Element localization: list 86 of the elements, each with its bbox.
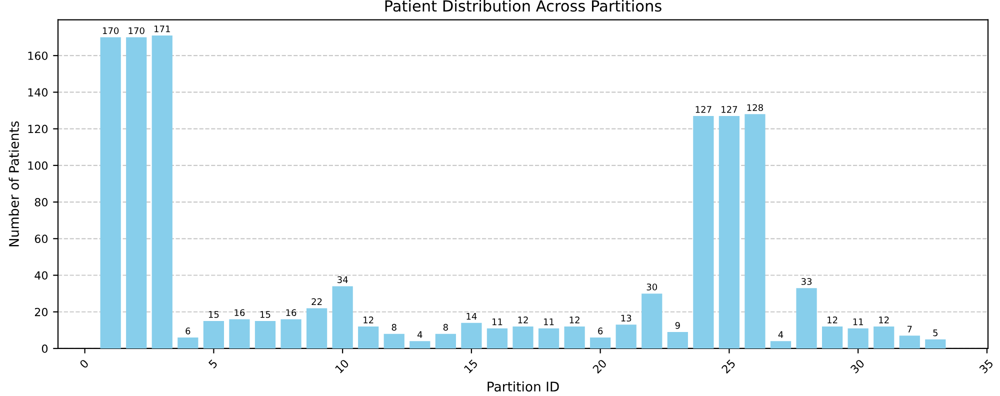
data-label: 5 bbox=[933, 329, 938, 336]
x-tick-label: 15 bbox=[464, 359, 478, 374]
data-label: 14 bbox=[466, 313, 477, 320]
data-label: 128 bbox=[747, 104, 763, 112]
x-axis-title: Partition ID bbox=[488, 381, 559, 392]
bar bbox=[616, 324, 636, 348]
y-tick-label: 60 bbox=[34, 234, 48, 244]
data-label: 16 bbox=[286, 309, 296, 316]
data-label: 12 bbox=[828, 316, 838, 324]
data-label: 11 bbox=[544, 318, 554, 326]
data-label: 4 bbox=[417, 331, 422, 338]
bar bbox=[796, 288, 817, 348]
y-tick-label: 140 bbox=[28, 88, 48, 97]
bar bbox=[358, 326, 379, 348]
data-label: 30 bbox=[646, 284, 658, 290]
data-label: 12 bbox=[570, 316, 580, 324]
bar bbox=[925, 339, 946, 348]
x-tick-label: 10 bbox=[334, 358, 350, 374]
data-label: 6 bbox=[598, 328, 603, 334]
bar bbox=[667, 332, 688, 348]
y-tick-label: 0 bbox=[42, 344, 48, 353]
data-label: 12 bbox=[879, 316, 889, 324]
data-label: 12 bbox=[518, 316, 528, 324]
bar bbox=[718, 116, 740, 348]
y-tick-label: 80 bbox=[34, 198, 48, 206]
bar bbox=[203, 321, 224, 348]
data-label: 8 bbox=[443, 324, 448, 331]
bar bbox=[512, 326, 534, 348]
bar bbox=[590, 337, 611, 348]
data-label: 170 bbox=[102, 27, 119, 34]
data-label: 7 bbox=[908, 326, 912, 332]
x-tick-label: 20 bbox=[592, 358, 608, 374]
bar bbox=[744, 114, 766, 348]
bar bbox=[126, 37, 147, 348]
bar bbox=[410, 341, 430, 348]
bar bbox=[486, 328, 508, 348]
y-tick-label: 160 bbox=[28, 52, 48, 60]
y-tick-label: 40 bbox=[34, 271, 48, 280]
y-axis-title: Number of Patients bbox=[8, 121, 19, 246]
bar bbox=[564, 326, 585, 348]
data-label: 11 bbox=[853, 318, 863, 326]
bar bbox=[280, 319, 302, 348]
bar bbox=[435, 334, 456, 348]
data-label: 15 bbox=[208, 311, 219, 318]
x-tick-label: 0 bbox=[79, 358, 90, 369]
bar bbox=[152, 35, 172, 348]
bar bbox=[254, 321, 276, 348]
data-label: 22 bbox=[312, 298, 322, 305]
bar bbox=[693, 116, 714, 348]
data-label: 6 bbox=[186, 328, 190, 334]
bar bbox=[822, 326, 843, 348]
bar bbox=[461, 322, 482, 348]
x-tick-label: 30 bbox=[850, 358, 865, 374]
data-label: 15 bbox=[260, 311, 270, 318]
data-label: 171 bbox=[154, 26, 170, 32]
data-label: 9 bbox=[675, 322, 680, 329]
data-label: 12 bbox=[364, 316, 374, 324]
data-label: 11 bbox=[492, 318, 502, 326]
bar bbox=[874, 326, 894, 348]
data-label: 13 bbox=[621, 314, 632, 322]
bar bbox=[384, 334, 404, 348]
data-label: 127 bbox=[696, 106, 712, 113]
x-tick-label: 5 bbox=[208, 359, 218, 369]
data-label: 33 bbox=[801, 278, 812, 285]
data-label: 127 bbox=[722, 106, 738, 113]
chart-title: Patient Distribution Across Partitions bbox=[385, 0, 662, 12]
data-label: 4 bbox=[778, 331, 784, 338]
bar bbox=[770, 341, 792, 348]
y-tick-label: 100 bbox=[28, 161, 48, 170]
data-label: 16 bbox=[234, 309, 245, 316]
bar bbox=[538, 328, 560, 348]
x-tick-label: 25 bbox=[721, 359, 736, 374]
data-label: 8 bbox=[392, 324, 396, 331]
bar bbox=[848, 328, 868, 348]
bar bbox=[229, 319, 250, 348]
y-tick-label: 20 bbox=[34, 308, 48, 316]
bar bbox=[178, 337, 198, 348]
data-label: 34 bbox=[338, 276, 348, 284]
bar bbox=[100, 37, 121, 348]
bar bbox=[899, 336, 920, 348]
bar bbox=[642, 294, 662, 348]
data-label: 170 bbox=[128, 27, 144, 34]
bar bbox=[306, 308, 328, 348]
y-tick-label: 120 bbox=[28, 124, 48, 134]
bar bbox=[332, 286, 353, 348]
x-tick-label: 35 bbox=[978, 359, 994, 374]
